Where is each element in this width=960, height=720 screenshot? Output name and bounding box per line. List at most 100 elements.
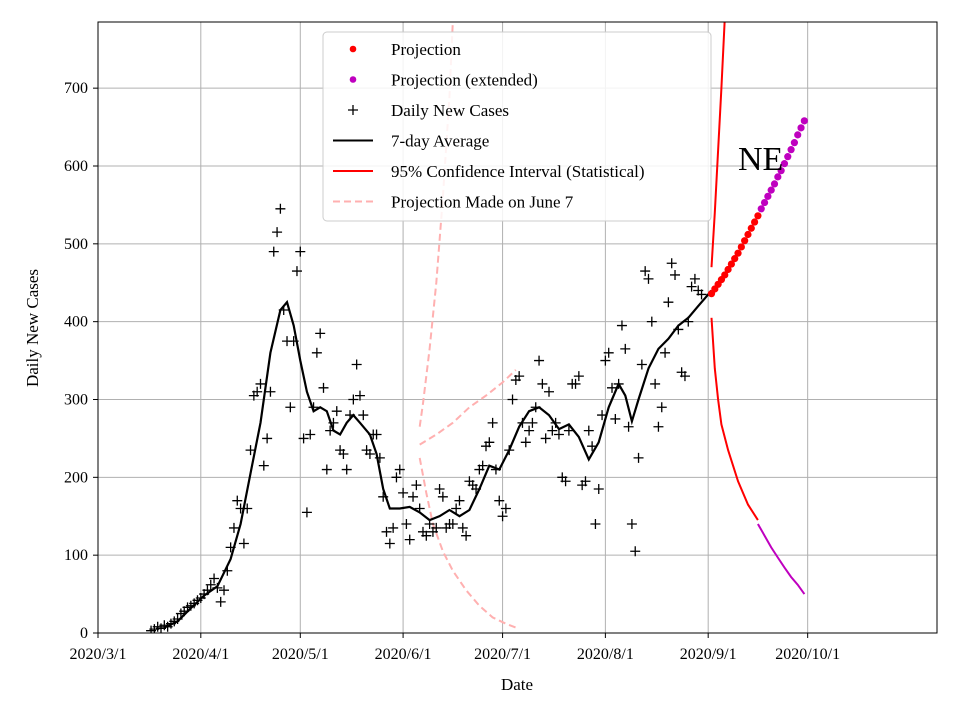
daily-case-marker (255, 378, 266, 389)
legend-swatch (349, 45, 357, 53)
daily-case-marker (696, 289, 707, 300)
daily-case-marker (358, 410, 369, 421)
daily-case-marker (643, 273, 654, 284)
daily-case-marker (404, 534, 415, 545)
daily-case-marker (520, 437, 531, 448)
daily-case-marker (408, 491, 419, 502)
daily-case-marker (252, 386, 263, 397)
projection-made-on-june-7-lower-line (418, 457, 517, 629)
projection-extended-point (767, 186, 775, 194)
daily-case-marker (298, 433, 309, 444)
daily-case-marker (590, 519, 601, 530)
daily-case-marker (341, 464, 352, 475)
x-tick-label: 2020/6/1 (375, 646, 432, 663)
daily-case-marker (391, 472, 402, 483)
daily-case-marker (494, 495, 505, 506)
daily-case-marker (318, 382, 329, 393)
daily-case-marker (258, 460, 269, 471)
daily-case-marker (321, 464, 332, 475)
daily-case-marker (447, 519, 458, 530)
daily-case-marker (603, 347, 614, 358)
daily-case-marker (560, 476, 571, 487)
daily-case-marker (285, 402, 296, 413)
plot-frame (97, 21, 938, 634)
daily-case-marker (563, 425, 574, 436)
projection-point (727, 260, 735, 268)
y-tick-label: 500 (64, 236, 88, 253)
daily-case-marker (537, 378, 548, 389)
projection-extended-point (764, 192, 772, 200)
daily-case-marker (238, 538, 249, 549)
daily-case-marker (437, 491, 448, 502)
daily-case-marker (461, 530, 472, 541)
daily-case-marker (534, 355, 545, 366)
daily-case-marker (679, 371, 690, 382)
daily-case-marker (219, 585, 230, 596)
projection-extended-point (787, 146, 795, 154)
x-tick-label: 2020/10/1 (775, 646, 840, 663)
daily-case-marker (570, 378, 581, 389)
daily-case-marker (394, 464, 405, 475)
daily-case-marker (689, 273, 700, 284)
projection-point (751, 218, 759, 226)
daily-case-marker (315, 328, 326, 339)
daily-case-marker (540, 433, 551, 444)
7-day-average-line (163, 289, 713, 629)
daily-case-marker (305, 429, 316, 440)
projection-extended-point (797, 124, 805, 132)
daily-case-marker (388, 522, 399, 533)
daily-case-marker (580, 476, 591, 487)
95-ci-lower-extended-line (757, 523, 806, 595)
daily-case-marker (660, 347, 671, 358)
daily-case-marker (291, 266, 302, 277)
95-ci-lower-line (710, 317, 759, 521)
daily-case-marker (500, 503, 511, 514)
series-layer (146, 22, 808, 633)
daily-case-marker (381, 526, 392, 537)
daily-case-marker (616, 320, 627, 331)
daily-case-marker (295, 246, 306, 257)
daily-case-marker (630, 546, 641, 557)
x-tick-label: 2020/3/1 (70, 646, 127, 663)
series-group (146, 22, 808, 633)
projection-extended-point (784, 153, 792, 161)
projection-extended-point (777, 167, 785, 175)
legend-swatch (348, 105, 358, 115)
projection-extended-point (790, 139, 799, 147)
projection-point (734, 249, 742, 257)
daily-case-marker (401, 519, 412, 530)
projection-point (747, 224, 755, 232)
projection-point (737, 243, 745, 251)
daily-case-marker (636, 359, 647, 370)
daily-case-marker (354, 390, 365, 401)
daily-case-marker (338, 448, 349, 459)
daily-case-marker (411, 480, 422, 491)
daily-case-marker (457, 522, 468, 533)
x-tick-label: 2020/4/1 (172, 646, 229, 663)
x-tick-label: 2020/8/1 (577, 646, 634, 663)
daily-case-marker (633, 452, 644, 463)
x-tick-label: 2020/5/1 (272, 646, 329, 663)
y-tick-label: 400 (64, 314, 88, 331)
daily-case-marker (507, 394, 518, 405)
daily-case-marker (600, 355, 611, 366)
daily-case-marker (524, 425, 535, 436)
y-tick-label: 600 (64, 158, 88, 175)
daily-case-marker (209, 573, 220, 584)
y-axis-label: Daily New Cases (23, 269, 42, 387)
projection-extended-point (794, 131, 802, 139)
daily-case-marker (553, 429, 564, 440)
daily-case-marker (670, 269, 681, 280)
95-ci-upper-line (710, 22, 726, 268)
axes: 2020/3/1 2020/4/1 2020/5/1 2020/6/1 2020/7/1… (64, 80, 840, 663)
daily-case-marker (666, 258, 677, 269)
daily-case-marker (573, 371, 584, 382)
daily-case-marker (610, 413, 621, 424)
projection-point (754, 212, 762, 220)
x-axis-label: Date (501, 675, 533, 694)
daily-case-marker (228, 522, 239, 533)
legend: Projection Projection (extended) Daily New… (322, 31, 712, 222)
y-tick-label: 0 (80, 625, 88, 642)
daily-case-marker (331, 406, 342, 417)
